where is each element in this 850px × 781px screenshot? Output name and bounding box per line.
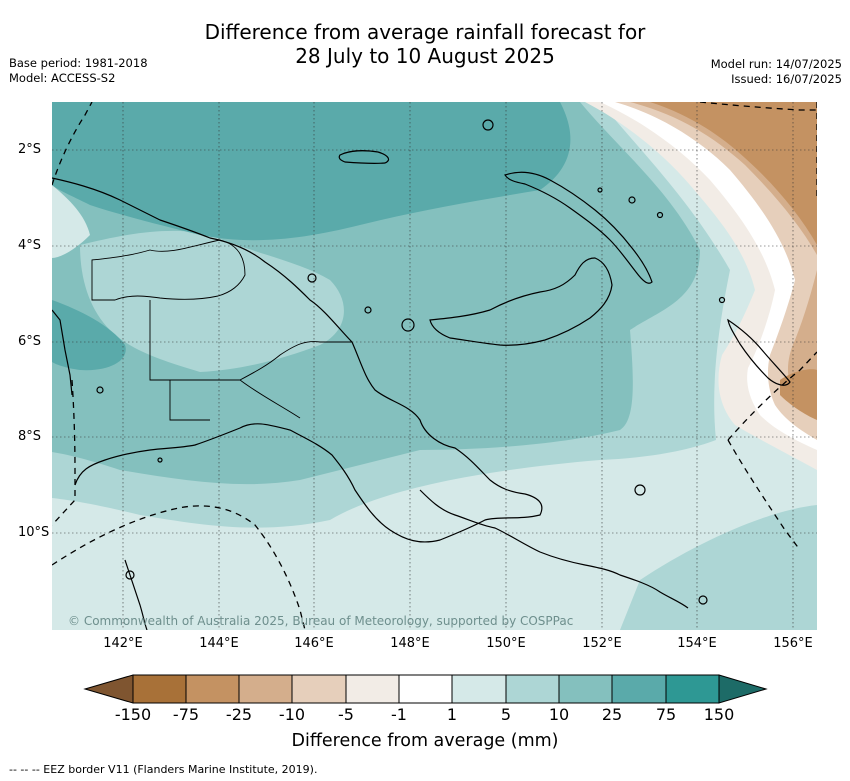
band-25-75	[52, 102, 571, 241]
colorbar-label: 75	[655, 705, 677, 724]
map-panel	[52, 102, 817, 630]
lon-tick: 154°E	[677, 636, 717, 651]
lat-tick: 10°S	[18, 525, 50, 540]
colorbar-label: 10	[548, 705, 570, 724]
colorbar-label: 150	[703, 705, 735, 724]
lat-tick: 2°S	[18, 142, 42, 157]
island	[482, 119, 494, 131]
base-period: Base period: 1981-2018	[9, 56, 148, 70]
colorbar-label: -5	[338, 705, 354, 724]
title-line-2: 28 July to 10 August 2025	[295, 44, 555, 68]
colorbar-bin	[558, 674, 613, 704]
colorbar-bin	[132, 674, 187, 704]
lon-tick: 146°E	[294, 636, 334, 651]
lon-tick: 152°E	[582, 636, 622, 651]
island	[96, 386, 104, 394]
band-1-5-pocket	[52, 185, 90, 258]
eez-footnote: -- -- -- EEZ border V11 (Flanders Marine…	[9, 763, 318, 776]
band-25-75-west	[52, 300, 126, 371]
colorbar-bin	[611, 674, 667, 704]
colorbar-bin	[505, 674, 560, 704]
copyright-text: © Commonwealth of Australia 2025, Bureau…	[68, 614, 574, 628]
band-5-10-pocket	[80, 230, 344, 372]
colorbar-bin	[291, 674, 347, 704]
map-title: Difference from average rainfall forecas…	[0, 20, 850, 68]
provincial-borders	[91, 239, 352, 421]
colorbar-label: 5	[500, 705, 512, 724]
lat-tick: 4°S	[18, 238, 42, 253]
island	[628, 196, 636, 204]
band-dry-25	[650, 102, 817, 245]
colorbar-label: 1	[446, 705, 458, 724]
lat-tick: 8°S	[18, 429, 42, 444]
colorbar-bin	[665, 674, 720, 704]
eez-north-west	[52, 102, 93, 186]
colorbar-title: Difference from average (mm)	[291, 731, 559, 751]
colorbar-bin	[345, 674, 400, 704]
eez-borders	[52, 102, 817, 630]
new-britain	[429, 257, 613, 346]
colorbar-bin	[185, 674, 240, 704]
graticule	[52, 102, 817, 630]
colorbar-label: -75	[172, 705, 200, 724]
eez-east	[727, 351, 817, 441]
new-ireland	[504, 171, 653, 284]
colorbar	[83, 674, 768, 704]
island	[718, 296, 726, 304]
colorbar-extend-low	[83, 674, 134, 704]
island	[597, 187, 603, 193]
island	[157, 457, 163, 463]
manus-island	[338, 150, 390, 165]
meta-right: Model run: 14/07/2025 Issued: 16/07/2025	[711, 57, 842, 87]
colorbar-label: -1	[391, 705, 407, 724]
colorbar-label: -150	[114, 705, 152, 724]
bougainville	[727, 318, 791, 386]
colorbar-label: -25	[225, 705, 253, 724]
colorbar-bin	[398, 674, 453, 704]
island	[307, 273, 317, 283]
band-5-10-east	[620, 505, 817, 630]
colorbar-label: -10	[278, 705, 306, 724]
title-line-1: Difference from average rainfall forecas…	[204, 20, 646, 44]
island	[401, 318, 415, 332]
lat-tick: 6°S	[18, 334, 42, 349]
lon-tick: 148°E	[390, 636, 430, 651]
island	[364, 306, 372, 314]
model-name: Model: ACCESS-S2	[9, 71, 116, 85]
colorbar-extend-high	[718, 674, 768, 704]
model-run: Model run: 14/07/2025	[710, 57, 842, 71]
colorbar-bin	[451, 674, 507, 704]
colorbar-bin	[238, 674, 293, 704]
lon-tick: 150°E	[486, 636, 526, 651]
papuan-peninsula	[419, 489, 689, 609]
coast-west	[52, 309, 73, 396]
new-guinea-coast	[52, 177, 543, 543]
colorbar-label: 25	[601, 705, 623, 724]
island	[698, 595, 708, 605]
eez-north-east	[699, 102, 817, 111]
meta-left: Base period: 1981-2018 Model: ACCESS-S2	[9, 56, 148, 86]
lon-tick: 142°E	[103, 636, 143, 651]
island	[656, 211, 664, 219]
cape-york-tip	[124, 559, 148, 630]
lon-tick: 156°E	[773, 636, 813, 651]
coastlines	[52, 119, 791, 630]
eez-west	[52, 379, 76, 526]
island	[634, 484, 646, 496]
lon-tick: 144°E	[199, 636, 239, 651]
island	[125, 570, 135, 580]
eez-east-south	[727, 439, 801, 551]
issued-date: Issued: 16/07/2025	[731, 72, 842, 86]
